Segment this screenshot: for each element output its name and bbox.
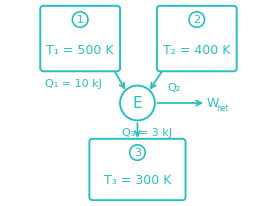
FancyBboxPatch shape xyxy=(89,139,186,200)
Text: 1: 1 xyxy=(77,14,84,25)
Text: T₃ = 300 K: T₃ = 300 K xyxy=(104,174,171,187)
Circle shape xyxy=(120,86,155,120)
Text: T₂ = 400 K: T₂ = 400 K xyxy=(163,44,230,57)
Circle shape xyxy=(189,12,205,27)
Text: 3: 3 xyxy=(134,147,141,158)
Text: 2: 2 xyxy=(193,14,200,25)
Circle shape xyxy=(130,145,145,160)
Text: E: E xyxy=(133,96,142,110)
Text: Q₁ = 10 kJ: Q₁ = 10 kJ xyxy=(45,78,102,89)
Text: Q₂: Q₂ xyxy=(168,83,181,93)
Text: Q₃ = 3 kJ: Q₃ = 3 kJ xyxy=(122,128,172,138)
Circle shape xyxy=(72,12,88,27)
FancyBboxPatch shape xyxy=(157,6,237,71)
Text: T₁ = 500 K: T₁ = 500 K xyxy=(46,44,114,57)
FancyBboxPatch shape xyxy=(40,6,120,71)
Text: net: net xyxy=(216,104,229,113)
Text: W: W xyxy=(207,96,219,110)
